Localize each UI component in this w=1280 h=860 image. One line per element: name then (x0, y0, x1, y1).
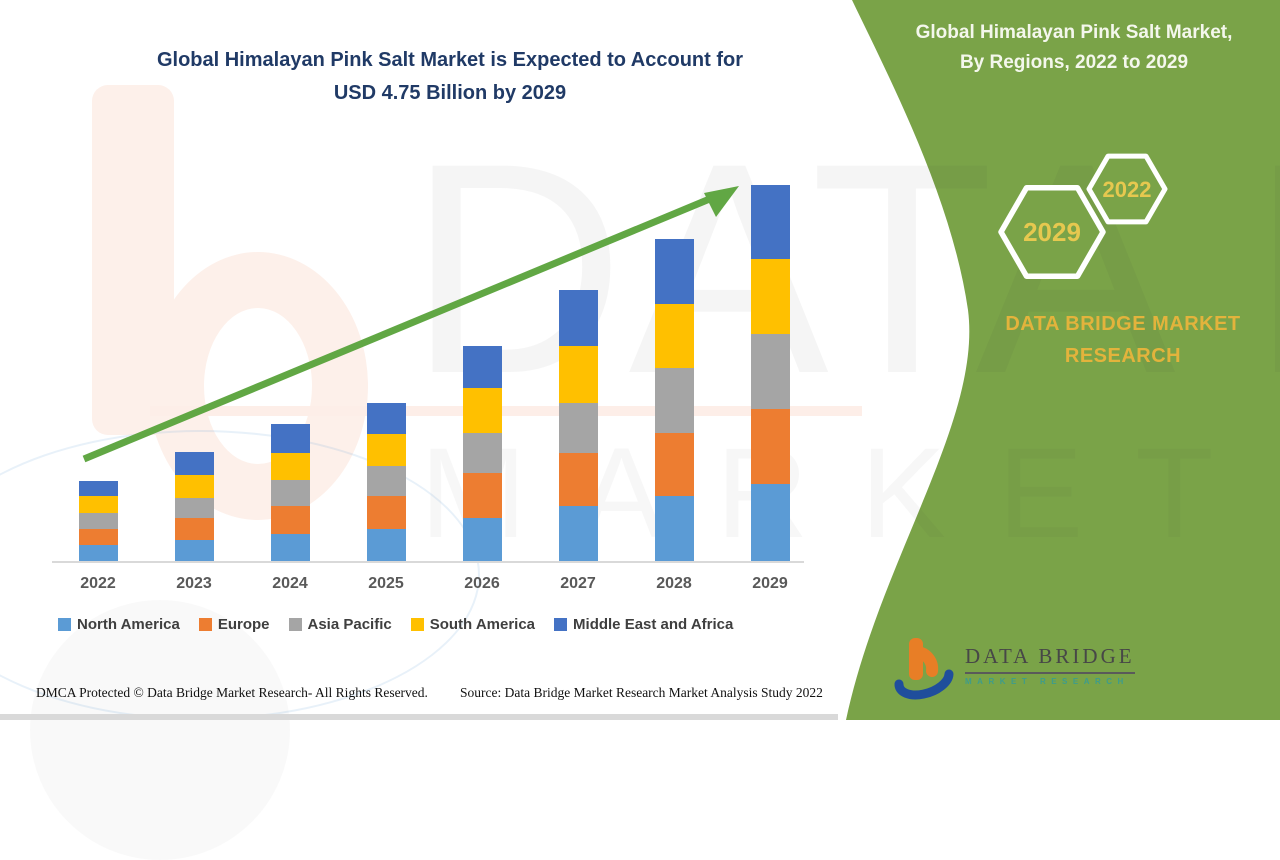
x-axis-label-2027: 2027 (560, 575, 596, 592)
stacked-bar-2026 (462, 345, 502, 561)
logo-name: DATA BRIDGE (965, 644, 1135, 674)
legend-swatch (198, 618, 212, 631)
bar-segment-asia-pacific (462, 432, 502, 474)
x-axis-label-2022: 2022 (80, 575, 116, 592)
bar-segment-south-america (462, 388, 502, 433)
legend-label: Asia Pacific (307, 616, 392, 633)
data-bridge-logo: DATA BRIDGE MARKET RESEARCH (893, 636, 1135, 702)
x-axis-line (52, 561, 804, 563)
bar-segment-north-america (462, 518, 502, 561)
bar-segment-europe (462, 473, 502, 519)
bottom-gray-strip (0, 714, 838, 720)
hexagon-2022-label: 2022 (1103, 177, 1152, 202)
hexagon-2029 (998, 185, 1106, 279)
bar-segment-south-america (270, 453, 310, 480)
hexagon-2029-label: 2029 (1023, 217, 1081, 247)
bar-segment-north-america (174, 539, 214, 561)
legend-item-europe: Europe (198, 616, 270, 633)
bar-segment-south-america (750, 258, 790, 334)
side-panel-title: Global Himalayan Pink Salt Market, By Re… (878, 18, 1270, 79)
source-footer-text: Source: Data Bridge Market Research Mark… (460, 685, 823, 700)
x-axis-label-2026: 2026 (464, 575, 500, 592)
stacked-bar-2029 (750, 184, 790, 561)
legend-swatch (288, 618, 302, 631)
chart-legend: North America Europe Asia Pacific South Ame… (58, 616, 733, 633)
chart-title: Global Himalayan Pink Salt Market is Exp… (40, 44, 860, 110)
legend-label: Europe (217, 616, 270, 633)
bar-segment-south-america (558, 346, 598, 403)
bar-segment-europe (750, 409, 790, 485)
hexagon-year-badges: 2029 2022 (998, 153, 1168, 279)
bar-segment-middle-east-and-africa (462, 345, 502, 389)
green-side-panel (846, 0, 1280, 720)
chart-title-line2: USD 4.75 Billion by 2029 (333, 82, 567, 104)
legend-label: North America (77, 616, 180, 633)
x-axis-label-2029: 2029 (752, 575, 788, 592)
stacked-bar-2024 (270, 424, 310, 561)
bar-segment-north-america (750, 484, 790, 561)
x-axis-label-2024: 2024 (272, 575, 308, 592)
legend-swatch (58, 618, 71, 631)
bar-segment-europe (558, 452, 598, 507)
green-panel-shape (846, 0, 1280, 720)
chart-title-line1: Global Himalayan Pink Salt Market is Exp… (156, 49, 744, 71)
stacked-bar-2025 (366, 402, 406, 561)
x-axis-label-2023: 2023 (176, 575, 212, 592)
stacked-bar-2028 (654, 239, 694, 561)
stacked-bar-2022 (78, 481, 118, 561)
logo-text-block: DATA BRIDGE MARKET RESEARCH (965, 636, 1135, 686)
bar-segment-middle-east-and-africa (558, 290, 598, 347)
stacked-bar-2023 (174, 452, 214, 561)
logo-tagline: MARKET RESEARCH (965, 677, 1129, 686)
data-bridge-logo-icon (894, 638, 954, 700)
legend-item-north-america: North America (58, 616, 180, 633)
bar-segment-middle-east-and-africa (174, 452, 214, 475)
bar-segment-middle-east-and-africa (78, 481, 118, 497)
bar-segment-asia-pacific (654, 367, 694, 433)
bar-segment-asia-pacific (78, 512, 118, 529)
market-research-text-watermark: MARKET RESEARCH (420, 430, 1280, 558)
bar-segment-south-america (366, 434, 406, 466)
bar-segment-south-america (174, 474, 214, 499)
bar-segment-north-america (78, 545, 118, 561)
bar-segment-asia-pacific (270, 479, 310, 507)
logo-b-bowl (911, 646, 939, 677)
legend-swatch (554, 618, 568, 631)
x-axis-label-2028: 2028 (656, 575, 692, 592)
legend-label: South America (429, 616, 536, 633)
bar-segment-middle-east-and-africa (654, 239, 694, 304)
infographic-canvas: { "main_title": { "line1": "Global Himal… (0, 0, 1280, 720)
bar-segment-north-america (270, 534, 310, 561)
bar-segment-asia-pacific (366, 465, 406, 497)
dmca-footer-text: DMCA Protected © Data Bridge Market Rese… (36, 685, 428, 700)
x-axis-label-2025: 2025 (368, 575, 404, 592)
bar-segment-europe (270, 506, 310, 535)
legend-item-asia-pacific: Asia Pacific (288, 616, 392, 633)
stacked-bar-2027 (558, 290, 598, 561)
bar-segment-north-america (366, 529, 406, 561)
bar-segment-asia-pacific (558, 402, 598, 453)
bar-segment-middle-east-and-africa (750, 184, 790, 259)
legend-item-south-america: South America (410, 616, 536, 633)
bar-segment-middle-east-and-africa (366, 402, 406, 435)
bar-segment-europe (78, 528, 118, 546)
bar-segment-middle-east-and-africa (270, 424, 310, 454)
side-panel-title-line2: By Regions, 2022 to 2029 (959, 52, 1189, 74)
bar-segment-south-america (654, 303, 694, 368)
legend-label: Middle East and Africa (573, 616, 734, 633)
legend-swatch (410, 618, 424, 631)
bar-segment-europe (654, 432, 694, 497)
brand-text: DATA BRIDGE MARKET RESEARCH (1005, 313, 1241, 367)
bar-segment-north-america (654, 496, 694, 561)
hexagon-2022 (1086, 153, 1168, 225)
bar-segment-europe (366, 496, 406, 530)
bar-segment-asia-pacific (750, 333, 790, 410)
bar-segment-asia-pacific (174, 498, 214, 519)
logo-d-swoosh (894, 669, 954, 700)
legend-item-middle-east-and-africa: Middle East and Africa (554, 616, 733, 633)
bar-segment-europe (174, 518, 214, 540)
bar-segment-north-america (558, 506, 598, 561)
side-panel-title-line1: Global Himalayan Pink Salt Market, (915, 22, 1233, 43)
bar-segment-south-america (78, 496, 118, 513)
